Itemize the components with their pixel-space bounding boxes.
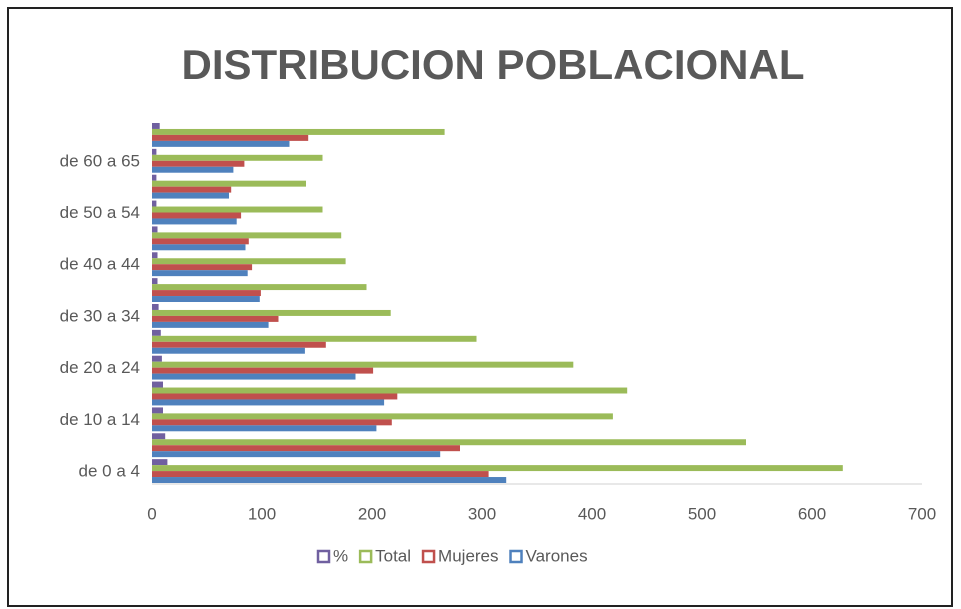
legend-marker xyxy=(358,549,373,564)
bar xyxy=(152,296,260,302)
bar xyxy=(152,399,385,406)
bar xyxy=(152,200,157,207)
bar xyxy=(152,278,158,285)
bar xyxy=(152,321,269,328)
bar xyxy=(152,166,234,173)
bar xyxy=(152,212,242,219)
chart-title: DISTRIBUCION POBLACIONAL xyxy=(182,41,805,88)
bar xyxy=(152,425,377,432)
bar xyxy=(152,264,253,271)
legend-marker xyxy=(509,549,523,564)
bar xyxy=(152,186,232,193)
legend-label: Varones xyxy=(526,546,588,565)
x-tick-label: 300 xyxy=(468,504,496,523)
legend-label: Mujeres xyxy=(438,546,498,565)
bar xyxy=(152,244,246,251)
bar xyxy=(152,154,323,161)
bar xyxy=(152,413,613,420)
frame xyxy=(7,7,953,607)
bar xyxy=(152,329,161,336)
bar xyxy=(152,270,248,277)
bar xyxy=(152,367,374,374)
bar xyxy=(152,206,323,213)
bar xyxy=(152,381,163,388)
bar xyxy=(152,134,309,141)
bar xyxy=(152,160,245,167)
bar xyxy=(152,140,290,147)
bar xyxy=(152,361,574,368)
bar xyxy=(152,471,489,478)
x-tick-label: 0 xyxy=(147,504,156,523)
bar xyxy=(152,128,445,135)
bar xyxy=(152,451,441,458)
x-tick-label: 200 xyxy=(358,504,386,523)
bar xyxy=(152,258,346,265)
bar xyxy=(152,341,326,348)
y-tick-label: de 40 a 44 xyxy=(60,255,140,274)
bar xyxy=(152,335,477,342)
bar xyxy=(152,290,261,297)
y-tick-label: de 20 a 24 xyxy=(60,358,140,377)
x-tick-label: 100 xyxy=(248,504,276,523)
legend-marker xyxy=(316,549,331,564)
x-tick-label: 700 xyxy=(908,504,936,523)
bar xyxy=(152,445,460,452)
bar xyxy=(152,226,158,233)
bar xyxy=(152,355,162,362)
bar xyxy=(152,304,159,310)
y-tick-label: de 30 a 34 xyxy=(60,306,140,325)
y-tick-label: de 50 a 54 xyxy=(60,203,140,222)
bar xyxy=(152,148,157,155)
bar xyxy=(152,123,160,129)
bar xyxy=(152,407,163,414)
bar xyxy=(152,218,237,225)
x-tick-label: 500 xyxy=(688,504,716,523)
bar xyxy=(152,238,249,245)
bar xyxy=(152,477,507,483)
bar xyxy=(152,393,398,400)
y-tick-label: de 10 a 14 xyxy=(60,410,140,429)
bar xyxy=(152,465,843,472)
bar xyxy=(152,252,158,259)
bar xyxy=(152,232,342,239)
legend-marker xyxy=(421,549,436,564)
bar xyxy=(152,180,306,187)
bar xyxy=(152,309,391,316)
bar xyxy=(152,315,279,322)
legend-label: % xyxy=(333,546,348,565)
bar xyxy=(152,373,356,380)
bar xyxy=(152,419,392,426)
x-tick-label: 400 xyxy=(578,504,606,523)
bar xyxy=(152,284,367,291)
bar xyxy=(152,387,628,394)
bar xyxy=(152,347,305,354)
y-tick-label: de 60 a 65 xyxy=(60,151,140,170)
legend-label: Total xyxy=(375,546,411,565)
bar xyxy=(152,192,229,199)
x-tick-label: 600 xyxy=(798,504,826,523)
y-tick-label: de 0 a 4 xyxy=(79,462,140,481)
bar xyxy=(152,174,157,181)
bar xyxy=(152,433,166,440)
bar xyxy=(152,459,168,466)
bar xyxy=(152,439,746,446)
